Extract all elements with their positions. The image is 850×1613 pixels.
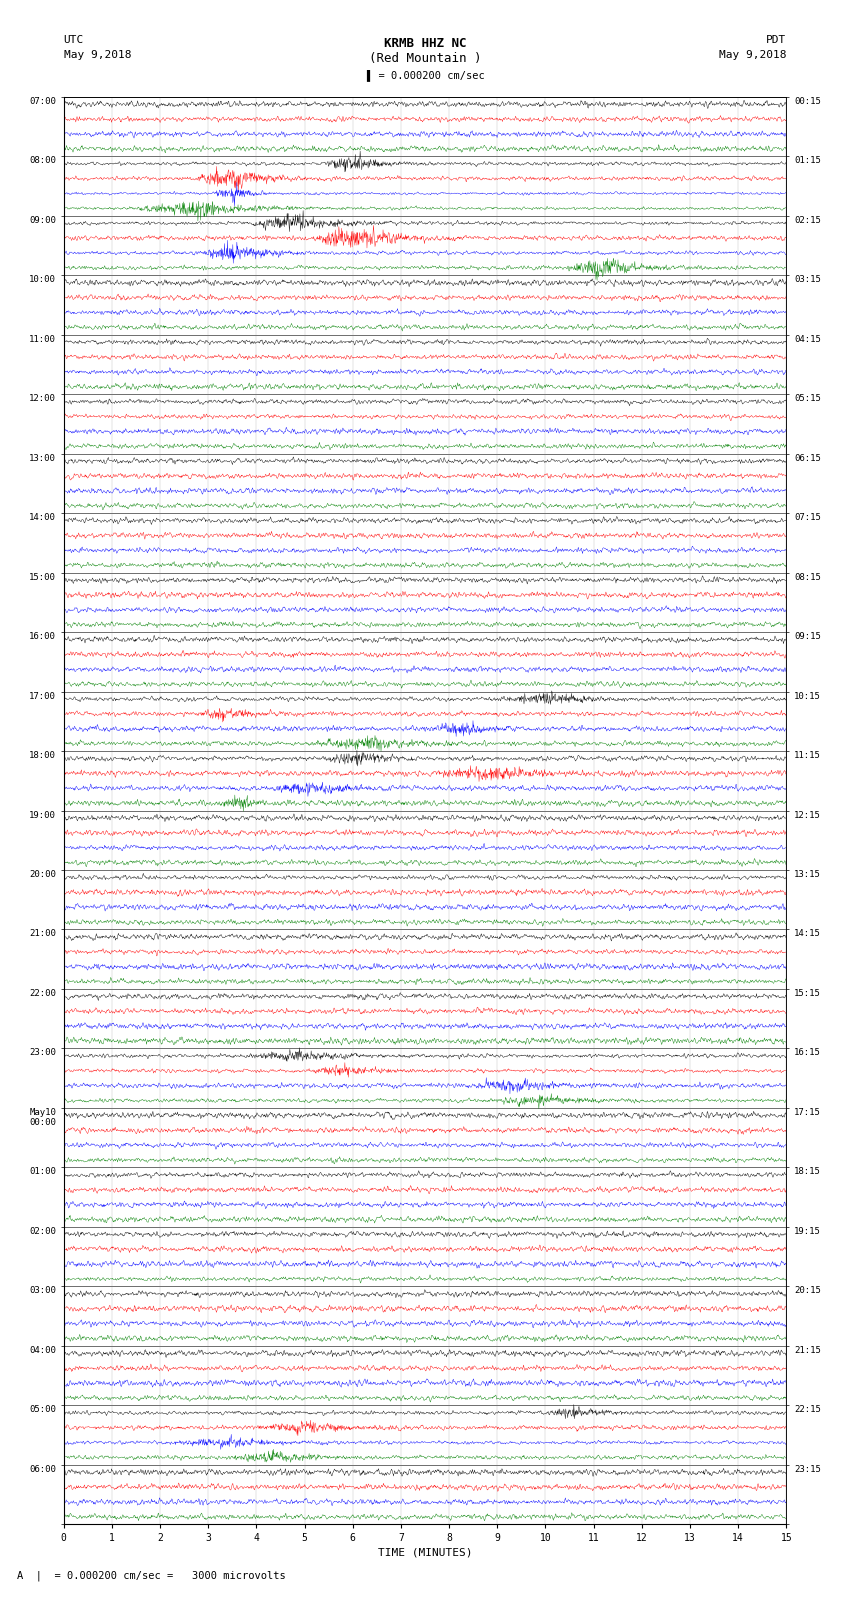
Text: A  |  = 0.000200 cm/sec =   3000 microvolts: A | = 0.000200 cm/sec = 3000 microvolts: [17, 1569, 286, 1581]
Text: KRMB HHZ NC: KRMB HHZ NC: [383, 37, 467, 50]
Text: May 9,2018: May 9,2018: [64, 50, 131, 60]
X-axis label: TIME (MINUTES): TIME (MINUTES): [377, 1547, 473, 1558]
Text: ▌ = 0.000200 cm/sec: ▌ = 0.000200 cm/sec: [366, 69, 484, 81]
Text: UTC: UTC: [64, 35, 84, 45]
Text: (Red Mountain ): (Red Mountain ): [369, 52, 481, 65]
Text: PDT: PDT: [766, 35, 786, 45]
Text: May 9,2018: May 9,2018: [719, 50, 786, 60]
